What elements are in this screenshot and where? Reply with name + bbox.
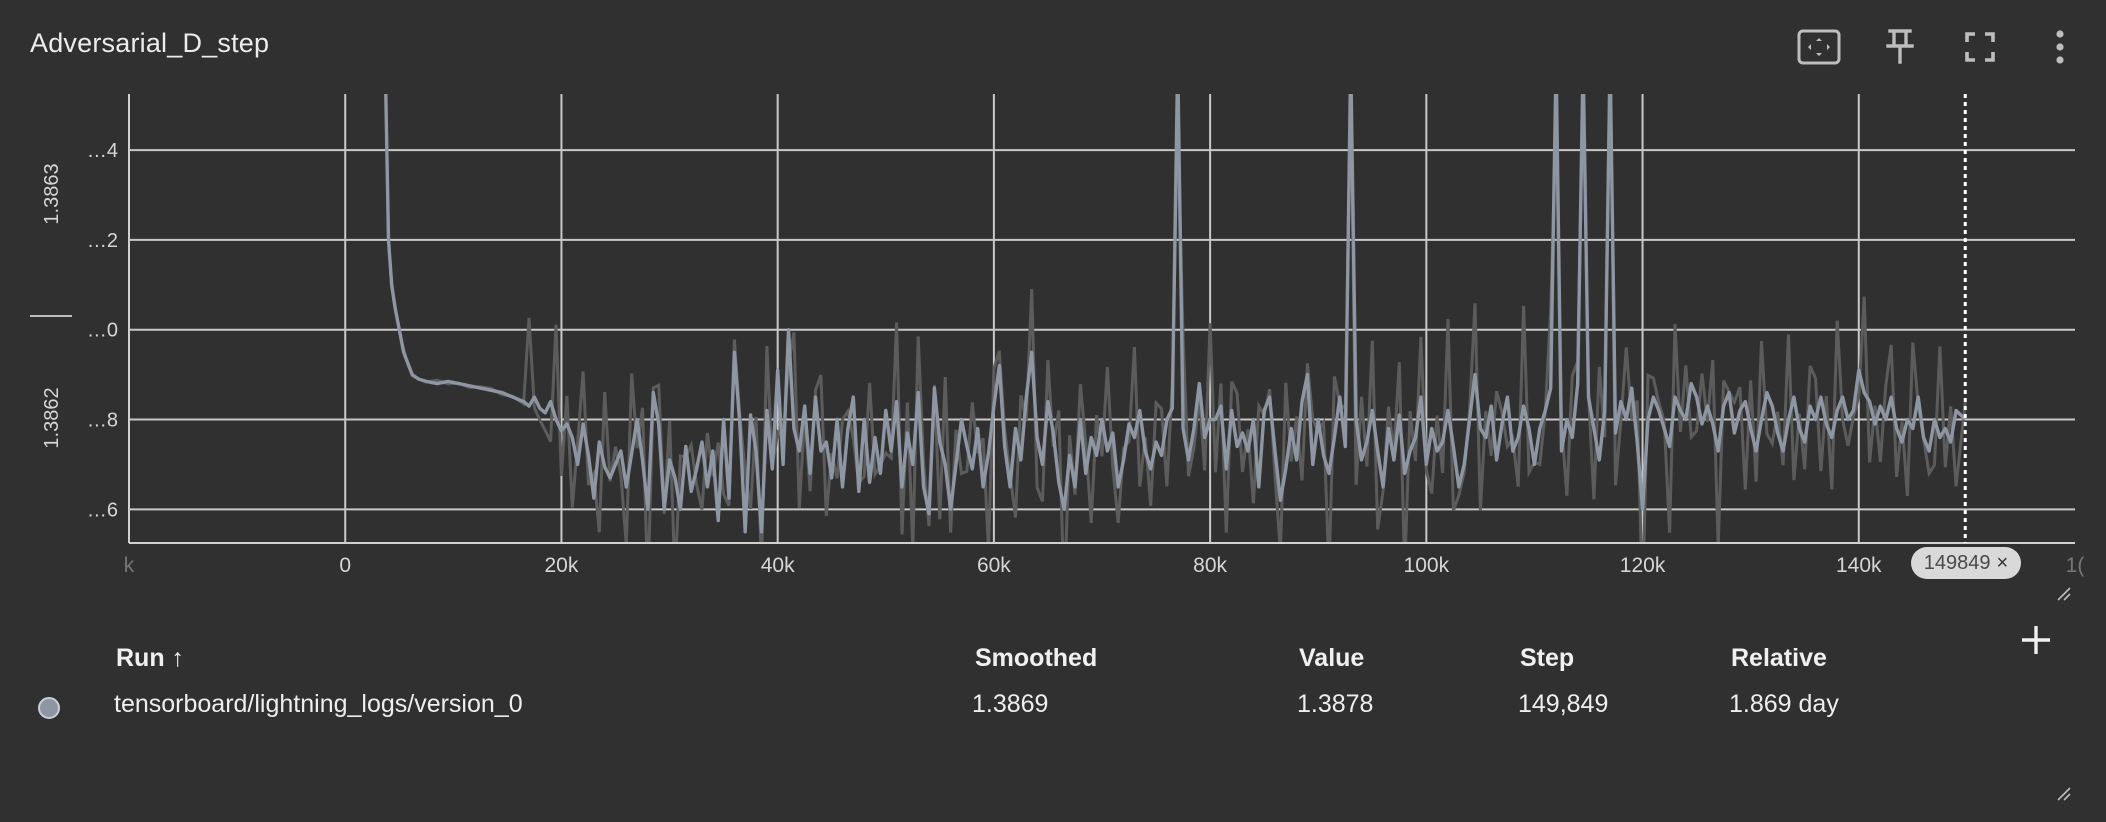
resize-handle-icon[interactable] xyxy=(2056,586,2072,602)
more-options-button[interactable] xyxy=(2035,22,2085,72)
resize-handle-icon[interactable] xyxy=(2056,786,2072,802)
run-name: tensorboard/lightning_logs/version_0 xyxy=(114,690,523,718)
raw-value: 1.3878 xyxy=(1297,690,1374,718)
x-tick-label: 40k xyxy=(761,554,795,577)
y-tick-label: …2 xyxy=(87,230,118,252)
smoothed-series xyxy=(384,94,1967,534)
step-chip[interactable]: 149849 × xyxy=(1911,547,2021,579)
run-color-swatch[interactable] xyxy=(38,697,60,719)
chart-plot[interactable]: …6 …8 …0 …2 …4 k 0 20k 40k 60k 80k 100k 120k 140k 1( 1.… xyxy=(0,0,2106,600)
y-tick-label: …6 xyxy=(87,499,118,521)
axes: …6 …8 …0 …2 …4 k 0 20k 40k 60k 80k 100k 120k 140k 1( 1.… xyxy=(30,94,2084,577)
col-header-value[interactable]: Value xyxy=(1299,644,1365,672)
step-chip-close-icon[interactable]: × xyxy=(1996,551,2009,574)
fullscreen-icon xyxy=(1965,32,1995,62)
x-tick-label: 120k xyxy=(1620,554,1666,577)
smoothed-value: 1.3869 xyxy=(972,690,1049,718)
step-chip-label: 149849 xyxy=(1923,551,1991,574)
fit-domain-button[interactable] xyxy=(1794,22,1844,72)
y-tick-label: …8 xyxy=(87,410,118,432)
col-header-smoothed[interactable]: Smoothed xyxy=(975,644,1098,672)
fit-domain-icon xyxy=(1797,29,1841,65)
add-column-button[interactable] xyxy=(2018,622,2054,658)
col-header-run[interactable]: Run ↑ xyxy=(116,644,185,672)
raw-series xyxy=(384,94,1967,543)
y-axis-value-label: 1.3862 xyxy=(41,387,63,448)
x-tick-label: 20k xyxy=(545,554,579,577)
step-value: 149,849 xyxy=(1518,690,1609,718)
y-axis-value-label: 1.3863 xyxy=(41,163,63,224)
chart-title: Adversarial_D_step xyxy=(30,28,270,58)
pin-button[interactable] xyxy=(1875,22,1925,72)
relative-time: 1.869 day xyxy=(1729,690,1839,718)
x-tick-label: k xyxy=(124,554,135,577)
grid-lines xyxy=(129,94,2075,543)
col-header-relative[interactable]: Relative xyxy=(1731,644,1827,672)
more-vert-icon xyxy=(2056,30,2064,64)
plus-icon xyxy=(2022,626,2050,654)
x-tick-label: 80k xyxy=(1193,554,1227,577)
y-tick-label: …0 xyxy=(87,320,118,342)
x-tick-label: 100k xyxy=(1404,554,1450,577)
pin-icon xyxy=(1886,29,1914,64)
x-tick-label: 1( xyxy=(2066,554,2085,577)
x-tick-label: 60k xyxy=(977,554,1011,577)
x-tick-label: 140k xyxy=(1836,554,1882,577)
x-tick-label: 0 xyxy=(339,554,351,577)
raw-series-line xyxy=(384,94,1967,543)
smoothed-series-line xyxy=(384,94,1967,534)
y-tick-label: …4 xyxy=(87,140,118,162)
fullscreen-button[interactable] xyxy=(1955,22,2005,72)
col-header-step[interactable]: Step xyxy=(1520,644,1575,672)
